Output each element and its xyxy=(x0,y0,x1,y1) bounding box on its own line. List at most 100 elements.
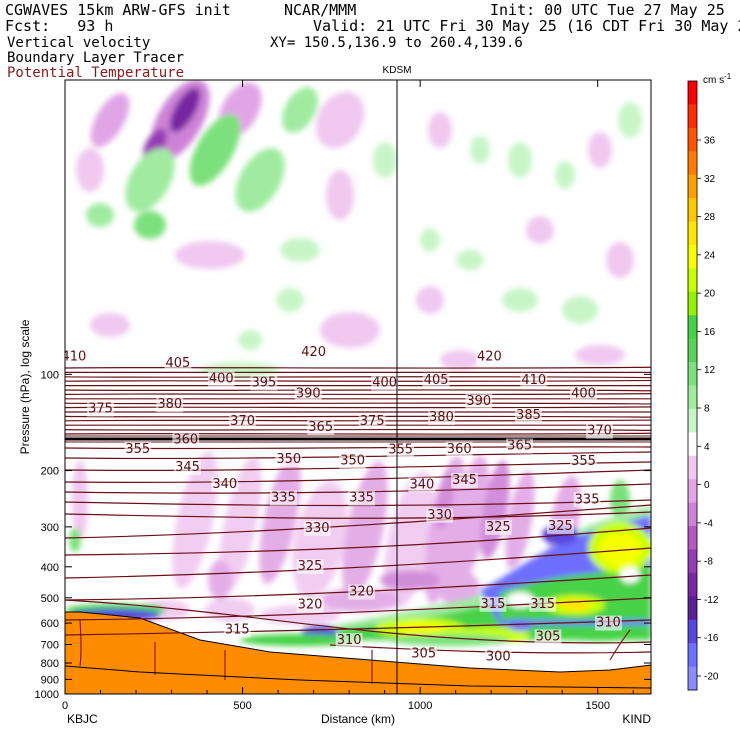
theta-contour xyxy=(65,379,651,382)
theta-label: 320 xyxy=(298,598,323,613)
theta-contour xyxy=(65,483,651,494)
theta-label: 390 xyxy=(466,394,491,409)
colorbar-swatch xyxy=(688,151,697,176)
colorbar-swatch xyxy=(688,221,697,246)
colorbar-swatch xyxy=(688,174,697,199)
colorbar-label: 28 xyxy=(704,212,716,223)
x-tick-label: 1500 xyxy=(585,700,609,712)
theta-label: 325 xyxy=(298,559,323,574)
potential-temperature-contours xyxy=(65,366,651,654)
theta-label-bg xyxy=(335,633,363,649)
colorbar-swatch xyxy=(688,244,697,269)
theta-label-bg xyxy=(65,349,88,365)
theta-label: 335 xyxy=(349,491,374,506)
theta-label: 345 xyxy=(175,460,200,475)
colorbar-label: 4 xyxy=(704,442,710,453)
colorbar-swatch xyxy=(688,432,697,457)
theta-label: 365 xyxy=(507,439,532,454)
theta-label-bg xyxy=(408,477,436,493)
theta-label-bg xyxy=(484,519,512,535)
colorbar-swatch xyxy=(688,104,697,129)
theta-label-bg xyxy=(422,372,450,388)
theta-label: 330 xyxy=(305,521,330,536)
theta-label: 420 xyxy=(301,345,326,360)
theta-label: 380 xyxy=(157,397,182,412)
theta-label-bg xyxy=(296,597,324,613)
colorbar-swatch xyxy=(688,643,697,668)
theta-label-bg xyxy=(303,520,331,536)
colorbar-label: -4 xyxy=(704,518,713,529)
theta-label-bg xyxy=(506,438,534,454)
theta-label-bg xyxy=(570,386,597,402)
theta-label-bg xyxy=(207,371,235,387)
theta-label-bg xyxy=(547,518,574,534)
theta-label: 300 xyxy=(486,649,511,664)
colorbar-label: 20 xyxy=(704,289,716,300)
theta-contour xyxy=(65,527,651,556)
theta-label-bg xyxy=(570,454,597,470)
theta-contour xyxy=(65,469,651,483)
forecast-hour: Fcst: 93 h xyxy=(5,17,114,35)
theta-contour xyxy=(65,376,651,379)
theta-contour xyxy=(65,415,651,418)
theta-label-bg xyxy=(300,344,328,360)
colorbar-swatch xyxy=(688,549,697,574)
theta-label: 355 xyxy=(125,442,150,457)
theta-contour xyxy=(65,366,651,369)
colorbar-swatch xyxy=(688,455,697,480)
colorbar: 36 32 28 24 20 16 12 8 4 0 -4 -8 -12 -16 -20 xyxy=(687,80,719,691)
theta-label-bg xyxy=(475,349,503,365)
theta-label-bg xyxy=(445,441,473,457)
theta-label: 305 xyxy=(536,629,561,644)
colorbar-label: 32 xyxy=(704,174,716,185)
colorbar-swatch xyxy=(688,526,697,550)
mid-station-label: KDSM xyxy=(383,65,412,76)
field-potential-temperature: Potential Temperature xyxy=(7,65,185,81)
x-axis-title: Distance (km) xyxy=(321,712,395,726)
colorbar-swatch xyxy=(688,198,697,223)
theta-label-bg xyxy=(307,419,335,435)
theta-label-bg xyxy=(534,629,562,645)
colorbar-swatch xyxy=(688,619,697,644)
y-tick-label: 800 xyxy=(41,658,59,670)
colorbar-frame xyxy=(687,80,698,691)
colorbar-label: 0 xyxy=(704,480,710,491)
colorbar-swatch xyxy=(688,385,697,410)
colorbar-swatch xyxy=(688,81,697,105)
theta-label-bg xyxy=(426,507,454,523)
theta-label: 405 xyxy=(424,373,449,388)
theta-contour xyxy=(65,619,651,636)
y-tick-label: 500 xyxy=(41,593,59,605)
colorbar-swatch xyxy=(688,596,697,621)
theta-label: 340 xyxy=(212,477,237,492)
theta-label-bg xyxy=(250,375,278,391)
theta-label-bg xyxy=(229,414,256,430)
theta-label: 360 xyxy=(447,442,472,457)
theta-label-bg xyxy=(124,441,152,457)
theta-contour xyxy=(65,547,651,579)
theta-label-bg xyxy=(387,442,415,458)
colorbar-label: -16 xyxy=(704,633,719,644)
x-tick-label: 500 xyxy=(233,700,251,712)
theta-label: 400 xyxy=(209,371,234,386)
theta-label-bg xyxy=(270,490,297,506)
y-tick-label: 100 xyxy=(41,369,59,381)
theta-label: 305 xyxy=(411,647,436,662)
theta-label: 380 xyxy=(429,410,454,425)
theta-label: 365 xyxy=(308,420,333,435)
theta-label-bg xyxy=(87,401,114,417)
theta-label-bg xyxy=(211,476,239,492)
colorbar-label: 8 xyxy=(704,404,710,415)
theta-label: 370 xyxy=(230,414,255,429)
y-tick-label: 200 xyxy=(41,466,59,478)
theta-label: 340 xyxy=(410,477,435,492)
theta-label-bg xyxy=(410,646,438,662)
theta-label: 325 xyxy=(486,520,511,535)
terrain xyxy=(65,611,651,694)
theta-contour xyxy=(65,597,651,621)
theta-label: 320 xyxy=(349,585,374,600)
valid-time: Valid: 21 UTC Fri 30 May 25 (16 CDT Fri … xyxy=(313,17,740,35)
colorbar-label: -20 xyxy=(704,672,719,683)
theta-label: 345 xyxy=(452,473,477,488)
